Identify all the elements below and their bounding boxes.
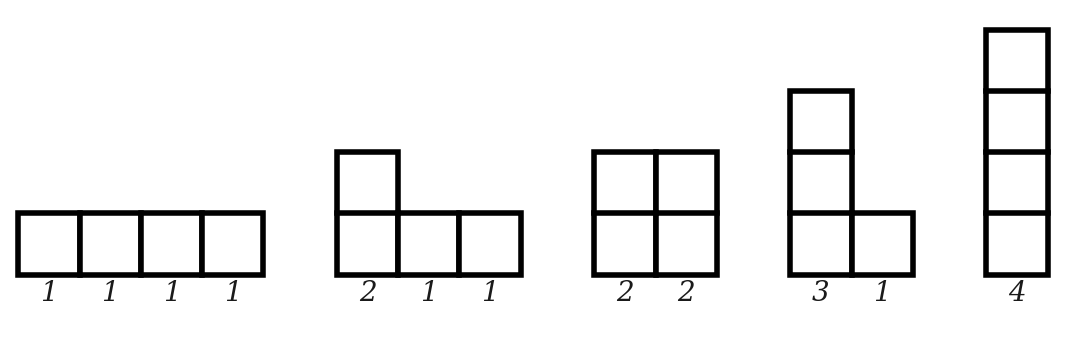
Text: 1: 1 [163,280,180,307]
Bar [399,213,459,275]
Text: 2: 2 [616,280,633,307]
Text: 2: 2 [359,280,376,307]
Text: 1: 1 [41,280,58,307]
Bar [790,91,852,275]
Text: 3: 3 [812,280,829,307]
Text: 2: 2 [677,280,695,307]
Bar [594,152,656,275]
Bar [18,213,80,275]
Bar [986,30,1048,275]
Text: 1: 1 [482,280,499,307]
Text: 1: 1 [224,280,242,307]
Text: 1: 1 [420,280,438,307]
Bar [852,213,912,275]
Bar [80,213,141,275]
Bar [203,213,263,275]
Bar [141,213,203,275]
Bar [656,152,716,275]
Text: 1: 1 [101,280,119,307]
Bar [459,213,521,275]
Text: 1: 1 [873,280,891,307]
Bar [337,152,399,275]
Text: 4: 4 [1008,280,1025,307]
